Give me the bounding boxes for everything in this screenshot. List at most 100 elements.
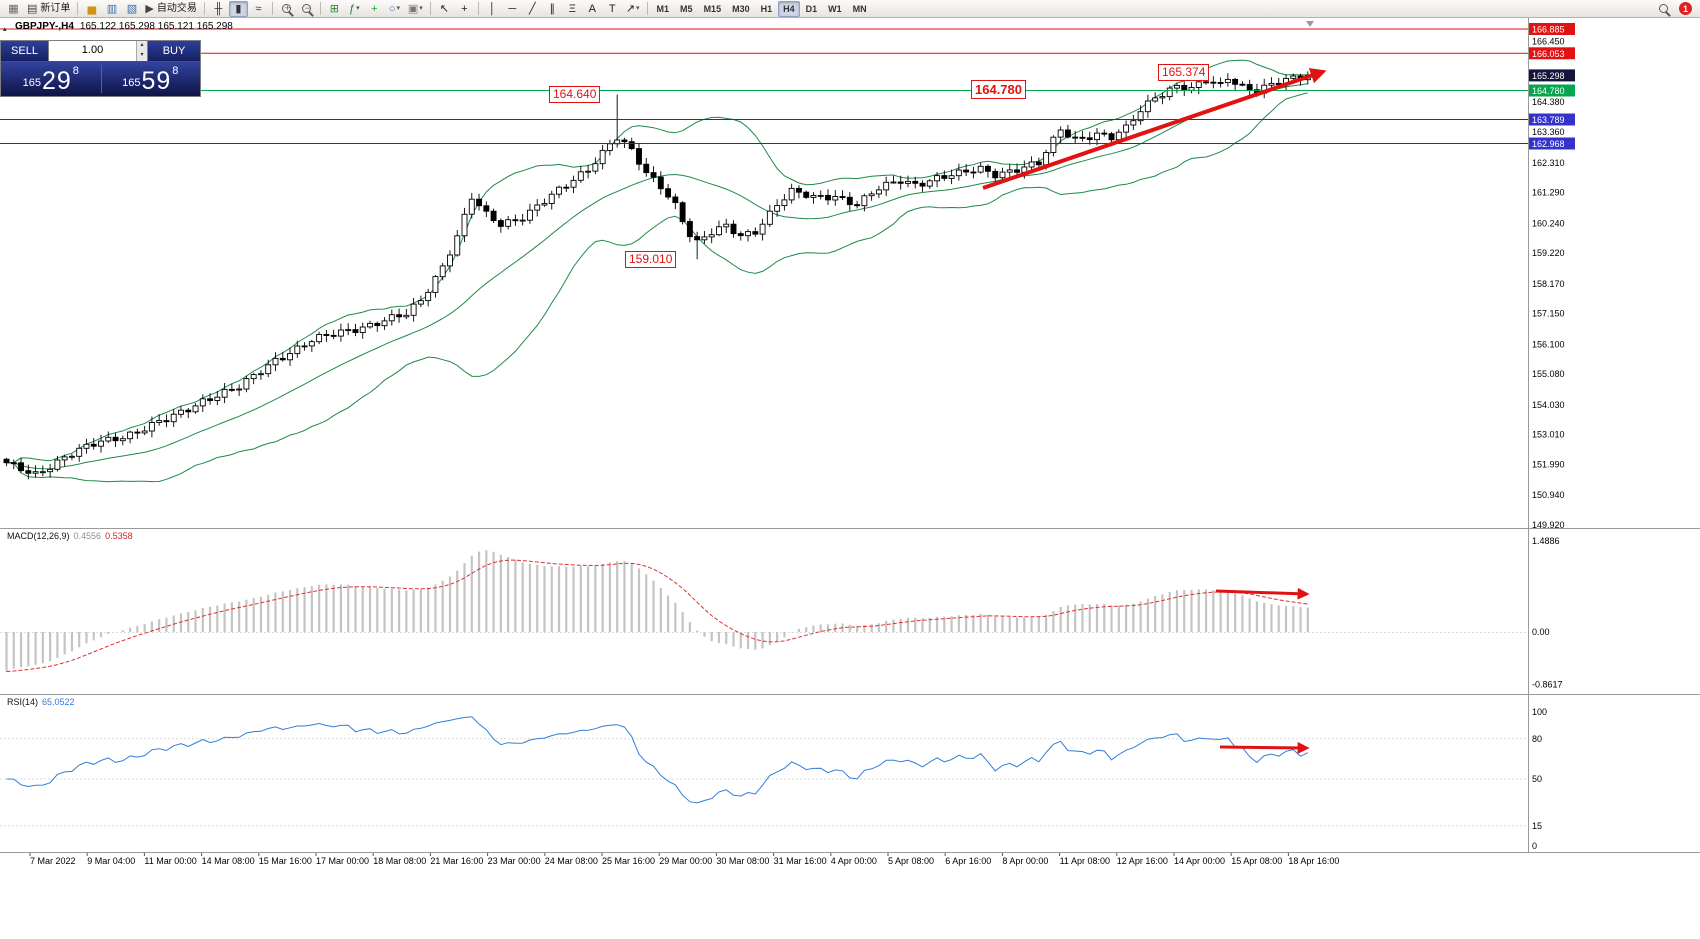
channel-icon[interactable]: ∥ <box>543 1 562 17</box>
svg-text:15: 15 <box>1532 821 1542 831</box>
sell-price-display[interactable]: 165 29 8 <box>1 62 101 96</box>
profiles-icon[interactable]: ▅ <box>82 1 101 17</box>
time-axis-layer: 7 Mar 2022 9 Mar 04:00 11 Mar 00:00 14 Mar … <box>29 853 1339 866</box>
rsi-name: RSI(14) <box>7 697 39 707</box>
price-annotation[interactable]: 164.640 <box>549 86 601 103</box>
order-panel-prices: 165 29 8 165 59 8 <box>1 62 200 96</box>
bar-chart-icon[interactable]: ╫ <box>209 1 228 17</box>
timeframe-w1[interactable]: W1 <box>828 3 842 14</box>
dropdown-caret-icon: ▾ <box>396 4 400 12</box>
autotrade-button[interactable]: ▶ 自动交易 <box>142 1 199 17</box>
timeframe-m15[interactable]: M15 <box>703 3 722 14</box>
svg-text:9 Mar 04:00: 9 Mar 04:00 <box>87 856 135 866</box>
timeframe-d1[interactable]: D1 <box>805 3 818 14</box>
cursor-icon[interactable]: ↖ <box>435 1 454 17</box>
crosshair-icon[interactable]: + <box>455 1 474 17</box>
svg-text:1.4886: 1.4886 <box>1532 536 1560 546</box>
chart-title: GBPJPY-,H4 165.122 165.298 165.121 165.29… <box>15 21 233 32</box>
timeframe-h4[interactable]: H4 <box>778 0 800 17</box>
svg-text:164.380: 164.380 <box>1532 97 1565 107</box>
volume-up-button[interactable]: ▴ <box>137 41 147 51</box>
volume-down-button[interactable]: ▾ <box>137 51 147 61</box>
data-window-icon[interactable]: ▧ <box>122 1 141 17</box>
timeframe-m5[interactable]: M5 <box>680 3 693 14</box>
dropdown-caret-icon: ▾ <box>419 4 423 12</box>
trend-arrows-layer <box>982 68 1327 754</box>
timeframe-m30[interactable]: M30 <box>732 3 750 14</box>
price-annotation[interactable]: 159.010 <box>625 251 677 268</box>
zoom-in-button[interactable]: + <box>277 1 296 17</box>
svg-text:151.990: 151.990 <box>1532 460 1565 470</box>
svg-text:29 Mar 00:00: 29 Mar 00:00 <box>659 856 712 866</box>
svg-text:30 Mar 08:00: 30 Mar 08:00 <box>716 856 769 866</box>
profiles-icon-glyph: ▅ <box>87 2 97 15</box>
toolbar-separator <box>203 2 205 15</box>
svg-text:18 Mar 08:00: 18 Mar 08:00 <box>373 856 426 866</box>
market-watch-icon[interactable]: ▥ <box>102 1 121 17</box>
svg-text:162.310: 162.310 <box>1532 158 1565 168</box>
price-annotation[interactable]: 165.374 <box>1158 64 1210 81</box>
svg-text:12 Apr 16:00: 12 Apr 16:00 <box>1117 856 1168 866</box>
buy-button[interactable]: BUY <box>148 41 200 61</box>
sell-price-int: 165 <box>22 77 41 89</box>
add-indicator-icon[interactable]: + <box>365 1 384 17</box>
new-order-button[interactable]: ▤ 新订单 <box>24 1 73 17</box>
horizontal-line-icon[interactable]: ─ <box>503 1 522 17</box>
chart-symbol-period: GBPJPY-,H4 <box>15 21 74 32</box>
svg-text:166.053: 166.053 <box>1532 49 1565 59</box>
svg-text:23 Mar 00:00: 23 Mar 00:00 <box>488 856 541 866</box>
indicator-list-icon[interactable]: ƒ ▾ <box>345 1 364 17</box>
fibonacci-icon-glyph: Ξ <box>568 2 576 15</box>
svg-text:18 Apr 16:00: 18 Apr 16:00 <box>1288 856 1339 866</box>
volume-spinner: ▴ ▾ <box>136 41 147 61</box>
templates-icon[interactable]: ▣ ▾ <box>405 1 426 17</box>
order-panel-top-row: SELL 1.00 ▴ ▾ BUY <box>1 41 200 62</box>
svg-text:163.360: 163.360 <box>1532 127 1565 137</box>
sell-price-big: 29 <box>41 67 72 95</box>
volume-field[interactable]: 1.00 ▴ ▾ <box>48 41 148 61</box>
timeframe-m1[interactable]: M1 <box>656 3 670 14</box>
fibonacci-icon[interactable]: Ξ <box>563 1 582 17</box>
buy-price-big: 59 <box>141 67 172 95</box>
svg-text:160.240: 160.240 <box>1532 218 1565 228</box>
label-icon-glyph: T <box>608 2 616 15</box>
templates-icon-glyph: ▣ <box>407 2 419 15</box>
periodicity-icon[interactable]: ○ ▾ <box>385 1 404 17</box>
sell-button[interactable]: SELL <box>1 41 48 61</box>
svg-text:0: 0 <box>1532 841 1537 851</box>
price-annotation[interactable]: 164.780 <box>971 80 1026 99</box>
chart-ohlc-values: 165.122 165.298 165.121 165.298 <box>79 21 233 32</box>
tile-windows-icon[interactable]: ⊞ <box>325 1 344 17</box>
search-icon <box>1659 4 1668 13</box>
candlestick-chart-icon[interactable]: ▮ <box>228 0 248 17</box>
bollinger-bands-layer <box>6 59 1308 483</box>
zoom-out-button[interactable]: − <box>297 1 316 17</box>
charts-menu-icon[interactable]: ▦ <box>4 1 23 17</box>
search-button[interactable] <box>1654 1 1673 17</box>
sell-price-sup: 8 <box>72 65 79 77</box>
rsi-layer <box>0 716 1528 827</box>
zoom-in-button-icon: + <box>281 3 291 13</box>
dropdown-caret-icon: ▾ <box>636 4 640 12</box>
label-icon[interactable]: T <box>603 1 622 17</box>
svg-text:11 Apr 08:00: 11 Apr 08:00 <box>1060 856 1110 866</box>
arrows-icon[interactable]: ↗ ▾ <box>623 1 643 17</box>
notification-badge[interactable]: 1 <box>1679 2 1692 15</box>
chart-corner-icon: ▴ <box>3 26 7 33</box>
periodicity-icon-glyph: ○ <box>388 2 396 15</box>
cursor-icon-glyph: ↖ <box>439 2 449 15</box>
timeframe-mn[interactable]: MN <box>852 3 867 14</box>
trendline-icon[interactable]: ╱ <box>523 1 542 17</box>
macd-label: MACD(12,26,9) 0.4556 0.5358 <box>7 531 137 541</box>
crosshair-icon-glyph: + <box>461 2 468 15</box>
toolbar: ▦ ▤ 新订单 ▅ ▥ ▧ ▶ 自动交易 ╫ ▮ ≈ + − ⊞ ƒ ▾ + ○ ▾ ▣ ▾ ↖ + │ ─ ╱ ∥ Ξ A T ↗ ▾ M1 M… <box>0 0 1700 18</box>
vertical-line-icon[interactable]: │ <box>483 1 502 17</box>
svg-text:50: 50 <box>1532 774 1542 784</box>
text-icon[interactable]: A <box>583 1 602 17</box>
buy-price-display[interactable]: 165 59 8 <box>101 62 201 96</box>
candles-layer <box>3 71 1311 480</box>
volume-value[interactable]: 1.00 <box>81 44 104 56</box>
svg-text:11 Mar 00:00: 11 Mar 00:00 <box>144 856 196 866</box>
timeframe-h1[interactable]: H1 <box>760 3 773 14</box>
line-chart-icon[interactable]: ≈ <box>249 1 268 17</box>
